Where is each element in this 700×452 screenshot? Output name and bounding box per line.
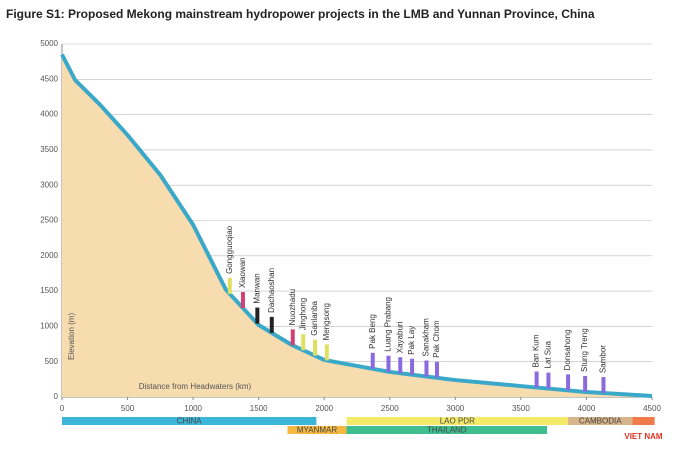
dam-marker (301, 334, 306, 351)
y-tick-label: 0 (54, 392, 59, 401)
dam-label: Sambor (599, 345, 608, 373)
dam-marker (583, 375, 588, 392)
y-tick-label: 4500 (40, 74, 58, 83)
dam-marker (269, 316, 274, 333)
dam-label: Mengsong (322, 303, 331, 340)
dam-label: Xiaowan (238, 257, 247, 288)
dam-label: Xayaburi (395, 321, 404, 353)
y-tick-label: 3500 (40, 145, 58, 154)
dam-label: Pak Chom (432, 320, 441, 358)
x-tick-label: 1500 (250, 404, 268, 413)
dam-label: Nuozhadu (288, 289, 297, 325)
dam-label: Gongguoqiao (225, 225, 234, 274)
dam-label: Ganlanba (310, 300, 319, 335)
dam-label: Manwan (252, 273, 261, 303)
dam-marker (398, 357, 403, 374)
dam-marker (313, 339, 318, 356)
dam-marker (290, 329, 295, 346)
dam-label: Lat Sua (544, 340, 553, 368)
dam-label: Donsahong (563, 329, 572, 370)
country-bar (346, 417, 569, 425)
x-tick-label: 0 (60, 404, 65, 413)
country-label: CHINA (177, 417, 203, 426)
x-tick-label: 500 (121, 404, 135, 413)
dam-marker (386, 355, 391, 372)
dam-label: Pak Lay (407, 326, 416, 355)
x-tick-label: 2500 (381, 404, 399, 413)
y-tick-label: 4000 (40, 110, 58, 119)
dam-marker (546, 372, 551, 389)
country-bar (62, 417, 317, 425)
y-tick-label: 500 (45, 357, 59, 366)
x-tick-label: 4500 (643, 404, 661, 413)
country-bar (568, 417, 633, 425)
dam-marker (434, 361, 439, 378)
y-tick-label: 2000 (40, 251, 58, 260)
country-label: THAILAND (427, 426, 467, 435)
y-axis-label: Elevation (m) (67, 313, 76, 360)
y-tick-label: 1500 (40, 286, 58, 295)
elevation-line (60, 53, 653, 398)
x-tick-label: 1000 (184, 404, 202, 413)
country-label: CAMBODIA (579, 417, 622, 426)
x-tick-label: 3500 (512, 404, 530, 413)
dam-marker (534, 371, 539, 388)
dam-marker (566, 374, 571, 391)
country-bar (287, 426, 347, 434)
elevation-area (62, 54, 652, 398)
y-tick-label: 5000 (40, 39, 58, 48)
country-bar (632, 417, 655, 425)
dam-marker (410, 358, 415, 375)
y-tick-label: 2500 (40, 216, 58, 225)
country-label: VIET NAM (624, 432, 663, 441)
dam-label: Sanakham (422, 318, 431, 357)
dam-marker (227, 277, 232, 294)
dam-marker (601, 377, 606, 394)
country-label: LAO PDR (440, 417, 475, 426)
x-axis-label: Distance from Headwaters (km) (139, 382, 252, 391)
country-label: MYANMAR (297, 426, 338, 435)
dam-marker (424, 360, 429, 377)
dam-label: Luang Prabang (384, 297, 393, 352)
y-tick-label: 3000 (40, 180, 58, 189)
dam-label: Stung Treng (580, 328, 589, 372)
dam-marker (370, 352, 375, 369)
dam-marker (324, 344, 329, 361)
x-tick-label: 3000 (446, 404, 464, 413)
x-tick-label: 4000 (578, 404, 596, 413)
dam-marker (255, 307, 260, 324)
chart-title: Figure S1: Proposed Mekong mainstream hy… (6, 7, 595, 21)
plot: 0500100015002000250030003500400045005000… (40, 39, 663, 441)
dam-marker (240, 292, 245, 309)
country-bar (346, 426, 548, 434)
dam-label: Dachaoshan (267, 268, 276, 313)
x-tick-label: 2000 (315, 404, 333, 413)
dam-label: Jinghong (298, 298, 307, 330)
y-tick-label: 1000 (40, 322, 58, 331)
dam-label: Ban Kum (532, 334, 541, 367)
dam-label: Pak Beng (368, 314, 377, 349)
